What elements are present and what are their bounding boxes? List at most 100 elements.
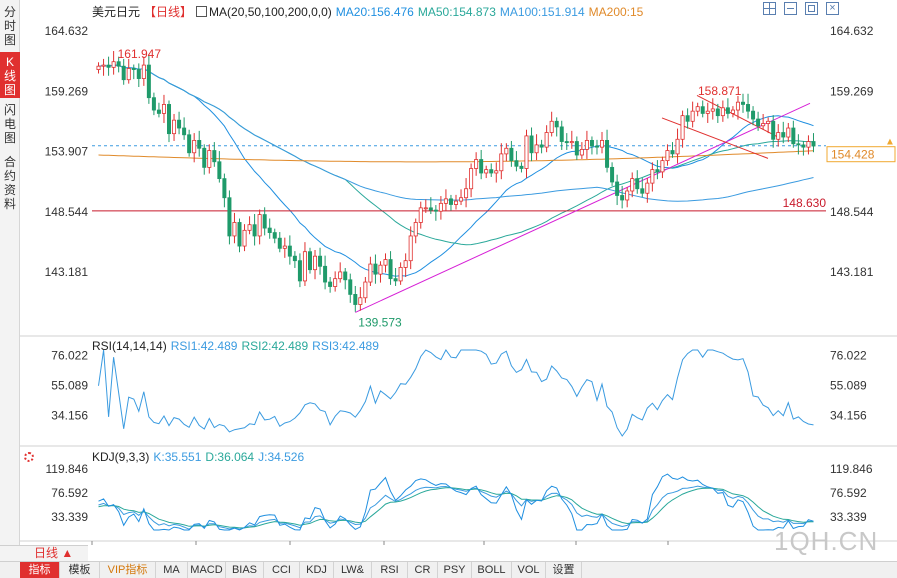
rsi-tick-right: 76.022 — [830, 349, 867, 363]
tab-template[interactable]: 模板 — [60, 562, 100, 578]
tab-contract-info[interactable]: 合 约 资 料 — [3, 155, 16, 211]
rsi1-value: RSI1:42.489 — [170, 339, 238, 353]
candle-body — [313, 255, 318, 271]
x-tick-label: 2024/09 — [292, 544, 336, 545]
tab-flash-chart[interactable]: 闪 电 图 — [3, 103, 16, 145]
price-tick-right: 164.632 — [830, 24, 874, 38]
price-tick-left: 143.181 — [45, 265, 89, 279]
maximize-icon[interactable] — [805, 2, 818, 15]
tab-kline[interactable]: K 线 图 — [0, 52, 20, 98]
candle-body — [761, 123, 766, 127]
candle-body — [660, 160, 665, 173]
candle-body — [453, 200, 458, 205]
sun-icon[interactable] — [24, 452, 34, 462]
candle-body — [338, 271, 343, 280]
tab-vip-indicator[interactable]: VIP指标 — [100, 562, 156, 578]
candle-body — [358, 297, 363, 305]
candle-body — [448, 198, 453, 205]
candle-body — [529, 135, 534, 154]
candle-body — [126, 68, 131, 81]
tab-indicator[interactable]: 指标 — [20, 562, 60, 578]
tab-cci[interactable]: CCI — [264, 562, 300, 578]
candle-body — [373, 263, 378, 275]
candle-body — [393, 278, 398, 282]
rsi-line — [98, 349, 814, 437]
ma100-value: MA100:151.914 — [499, 5, 585, 19]
price-tick-left: 164.632 — [45, 24, 89, 38]
tab-rsi[interactable]: RSI — [372, 562, 408, 578]
support-level-label: 148.630 — [783, 196, 827, 210]
ma-settings-icon[interactable] — [196, 6, 208, 17]
price-tick-right: 159.269 — [830, 84, 874, 98]
candle-body — [262, 214, 267, 229]
x-tick-label: 2024/10 — [386, 544, 430, 545]
view-switcher: 分 时 图 K 线 图 闪 电 图 合 约 资 料 — [0, 0, 20, 545]
candle-body — [735, 101, 740, 111]
tab-boll[interactable]: BOLL — [472, 562, 512, 578]
candle-body — [443, 198, 448, 204]
candle-body — [151, 97, 156, 111]
candle-body — [675, 138, 680, 155]
price-chart-svg[interactable]: 164.632164.632159.269159.269153.907153.9… — [20, 0, 897, 545]
candle-body — [494, 170, 499, 174]
ma20-line — [98, 64, 814, 277]
rsi-header: RSI(14,14,14) RSI1:42.489 RSI2:42.489 RSI3:… — [92, 339, 383, 353]
recent-high-label: 158.871 — [698, 84, 742, 98]
tab-vol[interactable]: VOL — [512, 562, 546, 578]
candle-body — [333, 278, 338, 287]
candle-body — [343, 271, 348, 281]
candle-body — [635, 178, 640, 190]
x-tick-label: 2025/01 — [670, 544, 714, 545]
candle-body — [499, 153, 504, 172]
chart-area[interactable]: 164.632164.632159.269159.269153.907153.9… — [20, 0, 897, 545]
candle-body — [328, 281, 333, 287]
tab-settings[interactable]: 设置 — [546, 562, 582, 578]
candle-body — [620, 195, 625, 201]
candle-body — [287, 245, 292, 257]
watermark: 1QH.CN — [774, 526, 879, 556]
rsi-tick-right: 55.089 — [830, 379, 867, 393]
candle-body — [811, 141, 816, 147]
candle-body — [282, 245, 287, 249]
candle-body — [232, 222, 237, 237]
ma200-line — [98, 150, 814, 163]
candle-body — [101, 64, 106, 67]
minimize-icon[interactable] — [784, 2, 797, 15]
tab-macd[interactable]: MACD — [188, 562, 226, 578]
tab-bias[interactable]: BIAS — [226, 562, 264, 578]
candle-body — [413, 222, 418, 237]
candle-body — [111, 61, 116, 68]
candle-body — [630, 178, 635, 192]
candle-body — [187, 134, 192, 154]
tab-lw[interactable]: LW& — [334, 562, 372, 578]
candle-body — [584, 139, 589, 150]
candle-body — [685, 115, 690, 122]
candle-body — [464, 188, 469, 199]
grid-icon[interactable] — [763, 2, 776, 15]
candle-body — [192, 139, 197, 154]
rsi-tick-left: 76.022 — [51, 349, 88, 363]
period-button[interactable]: 日线 ▲ — [0, 545, 88, 561]
tab-ma[interactable]: MA — [156, 562, 188, 578]
candle-body — [156, 109, 161, 114]
candle-body — [600, 139, 605, 148]
rsi-title: RSI(14,14,14) — [92, 339, 167, 353]
candle-body — [756, 118, 761, 127]
close-icon[interactable]: × — [826, 2, 839, 15]
price-tick-left: 153.907 — [45, 145, 89, 159]
candle-body — [172, 119, 177, 135]
tab-time-share[interactable]: 分 时 图 — [3, 5, 16, 47]
candle-body — [554, 120, 559, 128]
candle-body — [791, 127, 796, 145]
tab-cr[interactable]: CR — [408, 562, 438, 578]
price-header: 美元日元 【日线】 MA(20,50,100,200,0,0) MA20:156.47… — [92, 3, 647, 20]
candle-body — [418, 207, 423, 223]
kdj-d-value: D:36.064 — [205, 450, 255, 464]
candle-body — [146, 64, 151, 99]
candle-body — [469, 168, 474, 190]
tab-psy[interactable]: PSY — [438, 562, 472, 578]
candle-body — [796, 143, 801, 146]
candle-body — [182, 127, 187, 136]
tab-kdj[interactable]: KDJ — [300, 562, 334, 578]
candle-body — [353, 294, 358, 305]
